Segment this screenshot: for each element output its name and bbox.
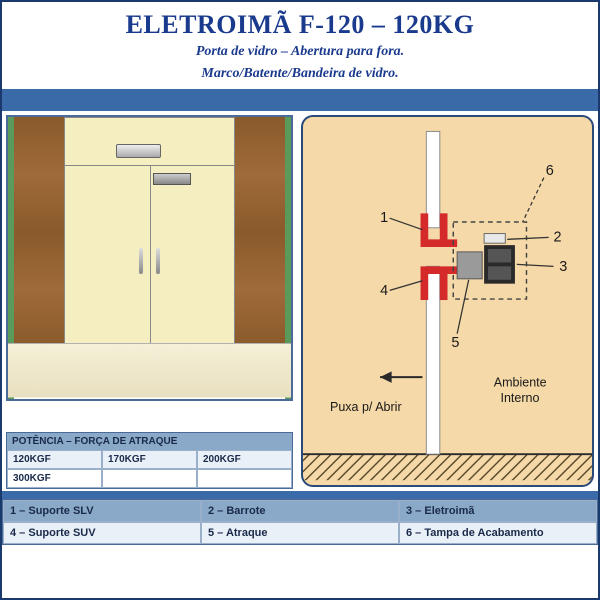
callout-4: 4 bbox=[380, 283, 388, 299]
door-handle-left bbox=[139, 248, 143, 274]
label-inside-1: Ambiente bbox=[494, 376, 547, 390]
legend-cell: 5 – Atraque bbox=[201, 522, 399, 544]
force-cell: 170KGF bbox=[102, 450, 197, 469]
callout-1: 1 bbox=[380, 210, 388, 226]
magnetic-lock bbox=[116, 144, 161, 158]
table-row: 1 – Suporte SLV 2 – Barrote 3 – Eletroim… bbox=[3, 500, 597, 522]
table-row: 300KGF bbox=[7, 469, 292, 488]
door-illustration bbox=[6, 115, 293, 401]
floor bbox=[6, 343, 293, 398]
cross-section-diagram: 1 4 2 3 5 6 Puxa p/ Abrir Ambiente Inter… bbox=[301, 115, 594, 487]
door-split bbox=[150, 166, 151, 346]
force-cell bbox=[102, 469, 197, 488]
glass-frame bbox=[64, 117, 235, 347]
glass-transom bbox=[65, 118, 234, 166]
callout-3: 3 bbox=[559, 259, 567, 275]
strike-plate bbox=[153, 173, 191, 185]
legend-cell: 3 – Eletroimã bbox=[399, 500, 597, 522]
force-cell: 200KGF bbox=[197, 450, 292, 469]
force-cell: 300KGF bbox=[7, 469, 102, 488]
label-inside-2: Interno bbox=[500, 391, 539, 405]
callout-5: 5 bbox=[451, 335, 459, 351]
force-cell bbox=[197, 469, 292, 488]
callout-6: 6 bbox=[546, 163, 554, 179]
legend-cell: 1 – Suporte SLV bbox=[3, 500, 201, 522]
force-table: POTÊNCIA – FORÇA DE ATRAQUE 120KGF 170KG… bbox=[6, 432, 293, 489]
subtitle-2: Marco/Batente/Bandeira de vidro. bbox=[2, 64, 598, 84]
legend-cell: 4 – Suporte SUV bbox=[3, 522, 201, 544]
divider-bar-bottom bbox=[2, 491, 598, 499]
page: ELETROIMÃ F-120 – 120KG Porta de vidro –… bbox=[0, 0, 600, 600]
table-row: 4 – Suporte SUV 5 – Atraque 6 – Tampa de… bbox=[3, 522, 597, 544]
force-table-header: POTÊNCIA – FORÇA DE ATRAQUE bbox=[7, 433, 292, 450]
right-panel: 1 4 2 3 5 6 Puxa p/ Abrir Ambiente Inter… bbox=[297, 111, 598, 491]
door-handle-right bbox=[156, 248, 160, 274]
left-panel: POTÊNCIA – FORÇA DE ATRAQUE 120KGF 170KG… bbox=[2, 111, 297, 491]
legend-cell: 6 – Tampa de Acabamento bbox=[399, 522, 597, 544]
wood-left bbox=[14, 117, 64, 347]
divider-bar bbox=[2, 89, 598, 111]
subtitle-1: Porta de vidro – Abertura para fora. bbox=[2, 42, 598, 62]
content-row: POTÊNCIA – FORÇA DE ATRAQUE 120KGF 170KG… bbox=[2, 111, 598, 491]
header: ELETROIMÃ F-120 – 120KG Porta de vidro –… bbox=[2, 2, 598, 89]
force-cell: 120KGF bbox=[7, 450, 102, 469]
wood-right bbox=[235, 117, 285, 347]
callout-2: 2 bbox=[553, 229, 561, 245]
diagram-svg: 1 4 2 3 5 6 Puxa p/ Abrir Ambiente Inter… bbox=[303, 117, 592, 485]
legend-cell: 2 – Barrote bbox=[201, 500, 399, 522]
page-title: ELETROIMÃ F-120 – 120KG bbox=[2, 10, 598, 40]
label-open: Puxa p/ Abrir bbox=[330, 400, 402, 414]
table-row: 120KGF 170KGF 200KGF bbox=[7, 450, 292, 469]
legend-table: 1 – Suporte SLV 2 – Barrote 3 – Eletroim… bbox=[2, 499, 598, 545]
